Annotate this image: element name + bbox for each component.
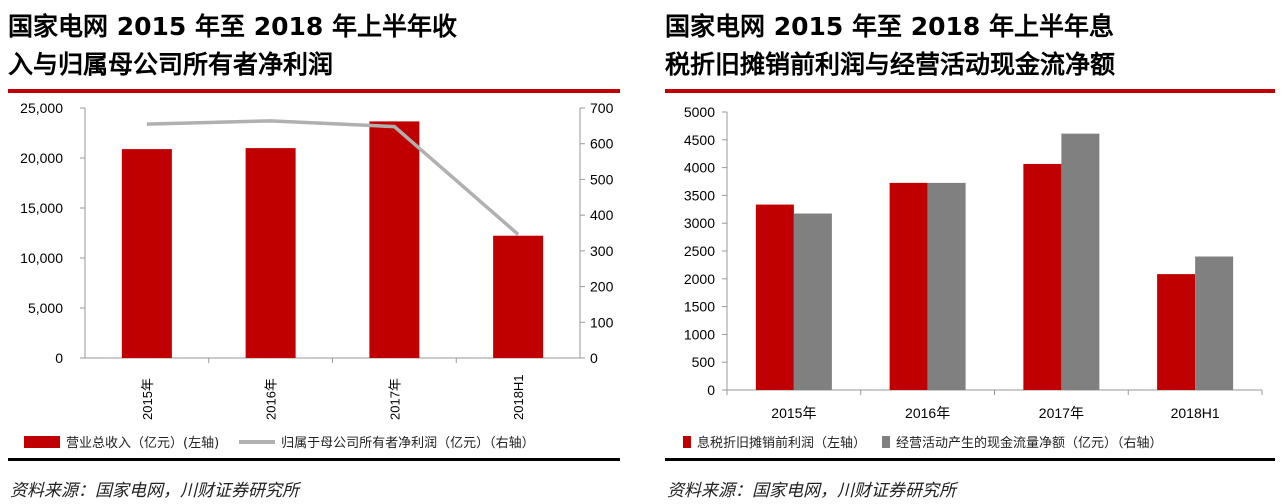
legend-label: 经营活动产生的现金流量净额（亿元）（右轴） — [896, 436, 1163, 451]
legend-swatch-gray — [882, 435, 891, 448]
revenue-bar — [369, 121, 420, 359]
x-tick-label: 2016年 — [905, 405, 950, 421]
y-tick-label-right: 500 — [590, 171, 614, 187]
y-tick-label-left: 15,000 — [20, 200, 63, 216]
legend-swatch-bar — [24, 435, 60, 448]
footer-divider — [665, 458, 1275, 461]
x-tick-label: 2018H1 — [1171, 405, 1220, 421]
y-tick-label-right: 100 — [590, 314, 614, 330]
y-tick-label-left: 5,000 — [28, 300, 63, 316]
y-tick-label: 5000 — [684, 104, 715, 120]
y-tick-label-left: 0 — [55, 350, 63, 366]
x-tick-label: 2018H1 — [511, 374, 526, 420]
y-tick-label-right: 200 — [590, 279, 614, 295]
cash-flow-bar — [1195, 256, 1234, 390]
revenue-bar — [493, 235, 544, 358]
ebitda-bar — [755, 204, 794, 390]
y-tick-label-right: 400 — [590, 207, 614, 223]
x-tick-label: 2017年 — [1039, 405, 1084, 421]
ebitda-bar — [1157, 274, 1196, 390]
y-tick-label-right: 300 — [590, 243, 614, 259]
cash-flow-bar — [1061, 133, 1100, 390]
y-tick-label-right: 600 — [590, 136, 614, 152]
y-tick-label: 2000 — [684, 271, 715, 287]
legend-label: 营业总收入（亿元）(左轴) — [66, 436, 220, 451]
right-panel: 国家电网 2015 年至 2018 年上半年息 税折旧摊销前利润与经营活动现金流… — [657, 0, 1282, 504]
cash-flow-bar — [793, 213, 832, 390]
y-tick-label: 1000 — [684, 326, 715, 342]
legend-label: 归属于母公司所有者净利润（亿元）（右轴） — [281, 436, 535, 451]
legend-swatch-line — [239, 439, 276, 444]
y-tick-label: 2500 — [684, 243, 715, 259]
x-tick-label: 2016年 — [264, 378, 279, 420]
right-chart: 0 500 1000 1500 2000 2500 3000 3500 4000 4500 5000… — [684, 104, 1263, 421]
left-chart-title: 国家电网 2015 年至 2018 年上半年收 入与归属母公司所有者净利润 — [8, 8, 457, 84]
y-tick-label-left: 25,000 — [20, 100, 63, 116]
legend-label: 息税折旧摊销前利润（左轴） — [697, 436, 867, 451]
y-tick-label: 1500 — [684, 299, 715, 315]
y-tick-label: 500 — [692, 354, 716, 370]
title-divider — [665, 89, 1275, 93]
x-tick-label: 2015年 — [771, 405, 816, 421]
ebitda-bar — [889, 182, 928, 390]
cash-flow-bar — [927, 182, 966, 390]
title-divider — [8, 89, 620, 93]
left-chart: 0 5,000 10,000 15,000 20,000 25,000 0 100 200 300… — [20, 100, 614, 420]
revenue-bar — [121, 149, 172, 358]
source-note: 资料来源：国家电网，川财证券研究所 — [10, 481, 299, 501]
y-tick-label: 3000 — [684, 215, 715, 231]
left-legend: 营业总收入（亿元）(左轴) 归属于母公司所有者净利润（亿元）（右轴） — [24, 432, 535, 451]
y-tick-label: 0 — [707, 382, 715, 398]
y-tick-label: 4000 — [684, 160, 715, 176]
revenue-bar — [245, 148, 296, 358]
y-tick-label: 4500 — [684, 132, 715, 148]
net-profit-line — [146, 119, 520, 236]
y-tick-label-right: 700 — [590, 100, 614, 116]
x-tick-label: 2015年 — [140, 378, 155, 420]
legend-swatch-red — [683, 435, 691, 448]
ebitda-bar — [1023, 163, 1062, 390]
y-tick-label-left: 10,000 — [20, 250, 63, 266]
title-line: 国家电网 2015 年至 2018 年上半年息 — [665, 12, 1114, 41]
title-line: 税折旧摊销前利润与经营活动现金流净额 — [665, 50, 1116, 79]
right-legend: 息税折旧摊销前利润（左轴） 经营活动产生的现金流量净额（亿元）（右轴） — [683, 432, 1163, 451]
right-chart-title: 国家电网 2015 年至 2018 年上半年息 税折旧摊销前利润与经营活动现金流… — [665, 8, 1115, 84]
y-tick-label: 3500 — [684, 187, 715, 203]
source-note: 资料来源：国家电网，川财证券研究所 — [667, 481, 956, 501]
left-panel: 国家电网 2015 年至 2018 年上半年收 入与归属母公司所有者净利润 0 5… — [0, 0, 630, 504]
x-tick-label: 2017年 — [387, 378, 402, 420]
y-tick-label-right: 0 — [590, 350, 598, 366]
y-tick-label-left: 20,000 — [20, 150, 63, 166]
title-line: 入与归属母公司所有者净利润 — [8, 50, 334, 79]
footer-divider — [8, 458, 620, 461]
title-line: 国家电网 2015 年至 2018 年上半年收 — [8, 12, 457, 41]
